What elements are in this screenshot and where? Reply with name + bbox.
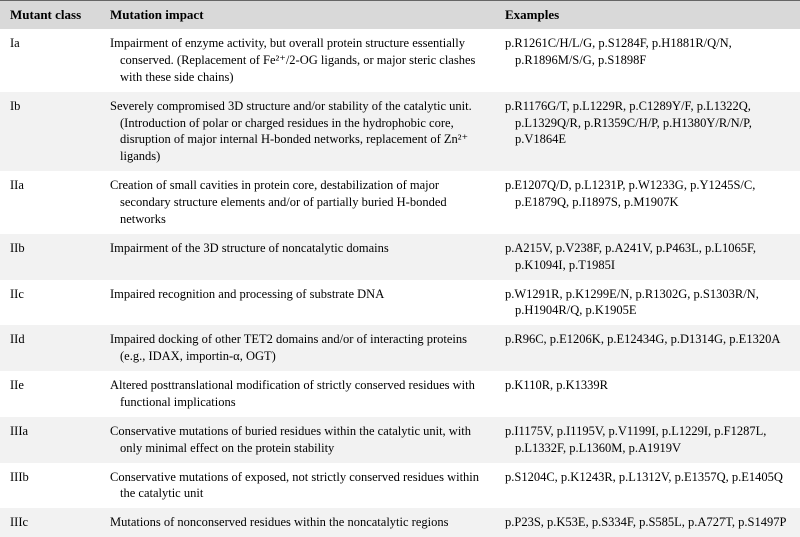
cell-examples: p.S1204C, p.K1243R, p.L1312V, p.E1357Q, …	[495, 463, 800, 509]
cell-examples: p.R96C, p.E1206K, p.E12434G, p.D1314G, p…	[495, 325, 800, 371]
table-row: IIIcMutations of nonconserved residues w…	[0, 508, 800, 537]
cell-mutant-class: IId	[0, 325, 100, 371]
cell-mutation-impact: Conservative mutations of exposed, not s…	[100, 463, 495, 509]
cell-mutation-impact: Altered posttranslational modification o…	[100, 371, 495, 417]
cell-mutation-impact: Impairment of the 3D structure of noncat…	[100, 234, 495, 280]
table-row: IbSeverely compromised 3D structure and/…	[0, 92, 800, 172]
cell-mutant-class: Ib	[0, 92, 100, 172]
cell-mutation-impact: Impaired docking of other TET2 domains a…	[100, 325, 495, 371]
cell-mutation-impact: Conservative mutations of buried residue…	[100, 417, 495, 463]
cell-examples: p.A215V, p.V238F, p.A241V, p.P463L, p.L1…	[495, 234, 800, 280]
cell-mutation-impact: Impairment of enzyme activity, but overa…	[100, 29, 495, 92]
table-header-row: Mutant class Mutation impact Examples	[0, 1, 800, 30]
cell-mutant-class: IIIb	[0, 463, 100, 509]
table-row: IIaCreation of small cavities in protein…	[0, 171, 800, 234]
mutant-class-table: Mutant class Mutation impact Examples Ia…	[0, 0, 800, 537]
cell-mutant-class: IIIa	[0, 417, 100, 463]
cell-mutation-impact: Mutations of nonconserved residues withi…	[100, 508, 495, 537]
cell-mutant-class: IIb	[0, 234, 100, 280]
table-row: IIdImpaired docking of other TET2 domain…	[0, 325, 800, 371]
col-header-mutation-impact: Mutation impact	[100, 1, 495, 30]
table-row: IIcImpaired recognition and processing o…	[0, 280, 800, 326]
cell-mutant-class: IIa	[0, 171, 100, 234]
table-row: IIeAltered posttranslational modificatio…	[0, 371, 800, 417]
cell-examples: p.P23S, p.K53E, p.S334F, p.S585L, p.A727…	[495, 508, 800, 537]
table-row: IIIbConservative mutations of exposed, n…	[0, 463, 800, 509]
cell-examples: p.R1261C/H/L/G, p.S1284F, p.H1881R/Q/N, …	[495, 29, 800, 92]
cell-mutant-class: IIc	[0, 280, 100, 326]
cell-mutant-class: IIIc	[0, 508, 100, 537]
cell-examples: p.K110R, p.K1339R	[495, 371, 800, 417]
cell-examples: p.I1175V, p.I1195V, p.V1199I, p.L1229I, …	[495, 417, 800, 463]
cell-mutant-class: IIe	[0, 371, 100, 417]
table-row: IIIaConservative mutations of buried res…	[0, 417, 800, 463]
cell-examples: p.W1291R, p.K1299E/N, p.R1302G, p.S1303R…	[495, 280, 800, 326]
cell-examples: p.R1176G/T, p.L1229R, p.C1289Y/F, p.L132…	[495, 92, 800, 172]
table-row: IaImpairment of enzyme activity, but ove…	[0, 29, 800, 92]
cell-mutation-impact: Impaired recognition and processing of s…	[100, 280, 495, 326]
table-row: IIbImpairment of the 3D structure of non…	[0, 234, 800, 280]
cell-mutation-impact: Severely compromised 3D structure and/or…	[100, 92, 495, 172]
cell-mutant-class: Ia	[0, 29, 100, 92]
col-header-examples: Examples	[495, 1, 800, 30]
cell-examples: p.E1207Q/D, p.L1231P, p.W1233G, p.Y1245S…	[495, 171, 800, 234]
col-header-mutant-class: Mutant class	[0, 1, 100, 30]
cell-mutation-impact: Creation of small cavities in protein co…	[100, 171, 495, 234]
